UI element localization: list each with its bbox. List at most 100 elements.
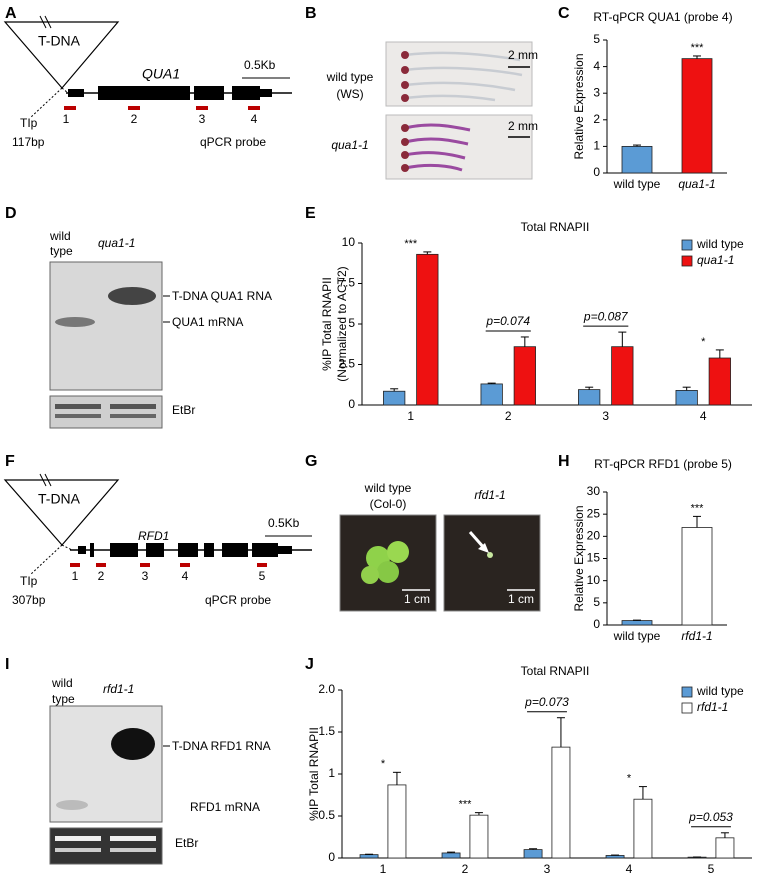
seed <box>401 81 409 89</box>
probe <box>248 106 260 110</box>
probe <box>257 563 267 567</box>
bar <box>480 383 503 406</box>
exon <box>178 543 198 557</box>
y-tick-label: 3 <box>593 85 600 99</box>
dotted-line <box>61 87 69 94</box>
bar <box>551 746 571 859</box>
annotation: *** <box>459 799 473 811</box>
loading-label: EtBr <box>172 403 195 417</box>
exon <box>222 543 248 557</box>
y-tick-label: 20 <box>587 529 601 543</box>
y-axis-label: (Normalized to ACT2) <box>335 266 349 381</box>
x-tick-label: wild type <box>613 177 661 191</box>
y-tick-label: 7.5 <box>338 276 355 290</box>
x-tick-label: 2 <box>462 862 469 875</box>
y-tick-label: 1 <box>328 766 335 780</box>
band <box>111 728 155 760</box>
seed <box>401 94 409 102</box>
panel-label: C <box>558 5 570 22</box>
bar <box>675 390 698 406</box>
seed <box>401 124 409 132</box>
panel-label: I <box>5 656 9 673</box>
y-tick-label: 1 <box>593 139 600 153</box>
annotation: p=0.074 <box>485 314 530 328</box>
x-tick-label: 5 <box>708 862 715 875</box>
panel-label: H <box>558 453 570 470</box>
x-tick-label: wild type <box>613 629 661 643</box>
band <box>55 317 95 327</box>
band-label: RFD1 mRNA <box>190 800 260 814</box>
bar <box>708 357 731 406</box>
scale-label: 1 cm <box>508 592 534 606</box>
lane-label: qua1-1 <box>98 236 135 250</box>
bar <box>621 145 653 174</box>
legend-swatch <box>681 239 693 251</box>
scale-label: 0.5Kb <box>268 516 300 530</box>
probe <box>96 563 106 567</box>
seedling <box>404 51 523 102</box>
probe-caption: qPCR probe <box>205 593 271 607</box>
band <box>56 800 88 810</box>
dotted-line <box>29 544 63 576</box>
exon <box>98 86 190 100</box>
chart-title: Total RNAPII <box>521 220 590 234</box>
y-tick-label: 2.0 <box>318 682 335 696</box>
probe-caption: qPCR probe <box>200 135 266 149</box>
leaf <box>377 561 399 583</box>
chart-title: Total RNAPII <box>521 664 590 678</box>
panel-label: J <box>305 656 314 673</box>
annotation: * <box>627 773 632 785</box>
panel-label: A <box>5 5 17 22</box>
annotation: *** <box>404 238 418 250</box>
bar <box>605 855 625 859</box>
probe-number: 3 <box>142 569 149 583</box>
lane-label: rfd1-1 <box>103 682 134 696</box>
x-tick-label: rfd1-1 <box>681 629 712 643</box>
legend-label: wild type <box>696 237 744 251</box>
probe-number: 3 <box>199 112 206 126</box>
x-tick-label: 2 <box>505 409 512 423</box>
annotation: * <box>701 336 706 348</box>
y-tick-label: 0 <box>328 850 335 864</box>
exon <box>232 86 260 100</box>
loading-label: EtBr <box>175 836 198 850</box>
probe <box>64 106 76 110</box>
break-mark <box>44 15 52 29</box>
y-tick-label: 15 <box>587 551 601 565</box>
probe-number: 2 <box>131 112 138 126</box>
band-label: T-DNA RFD1 RNA <box>172 739 271 753</box>
rrna-band <box>55 414 101 418</box>
y-axis-label: %IP Total RNAPII <box>307 727 321 821</box>
lane-label: type <box>50 244 73 258</box>
chart-title: RT-qPCR RFD1 (probe 5) <box>594 457 732 471</box>
annotation: *** <box>691 42 705 54</box>
rrna-band <box>110 836 156 841</box>
band <box>108 287 156 305</box>
exon <box>78 546 86 554</box>
probe-number: 1 <box>72 569 79 583</box>
probe <box>196 106 208 110</box>
lane-label: wild <box>51 676 73 690</box>
probe-number: 4 <box>182 569 189 583</box>
bar <box>715 837 735 859</box>
y-tick-label: 30 <box>587 484 601 498</box>
plant-image <box>443 514 541 612</box>
gene-label: QUA1 <box>142 66 180 82</box>
genotype-label: wild type <box>326 70 374 84</box>
bar <box>681 58 713 174</box>
bar <box>681 527 713 626</box>
chart-title: RT-qPCR QUA1 (probe 4) <box>593 10 732 24</box>
y-tick-label: 2 <box>593 112 600 126</box>
exon <box>194 86 224 100</box>
x-tick-label: 4 <box>700 409 707 423</box>
legend-label: qua1-1 <box>697 253 734 267</box>
y-tick-label: 5 <box>593 32 600 46</box>
insert-label: T-DNA <box>38 33 81 49</box>
x-tick-label: 3 <box>602 409 609 423</box>
bar <box>578 389 601 406</box>
genotype-label: (Col-0) <box>370 497 407 511</box>
band-label: QUA1 mRNA <box>172 315 243 329</box>
probe-number: 2 <box>98 569 105 583</box>
panel-label: E <box>305 205 316 222</box>
